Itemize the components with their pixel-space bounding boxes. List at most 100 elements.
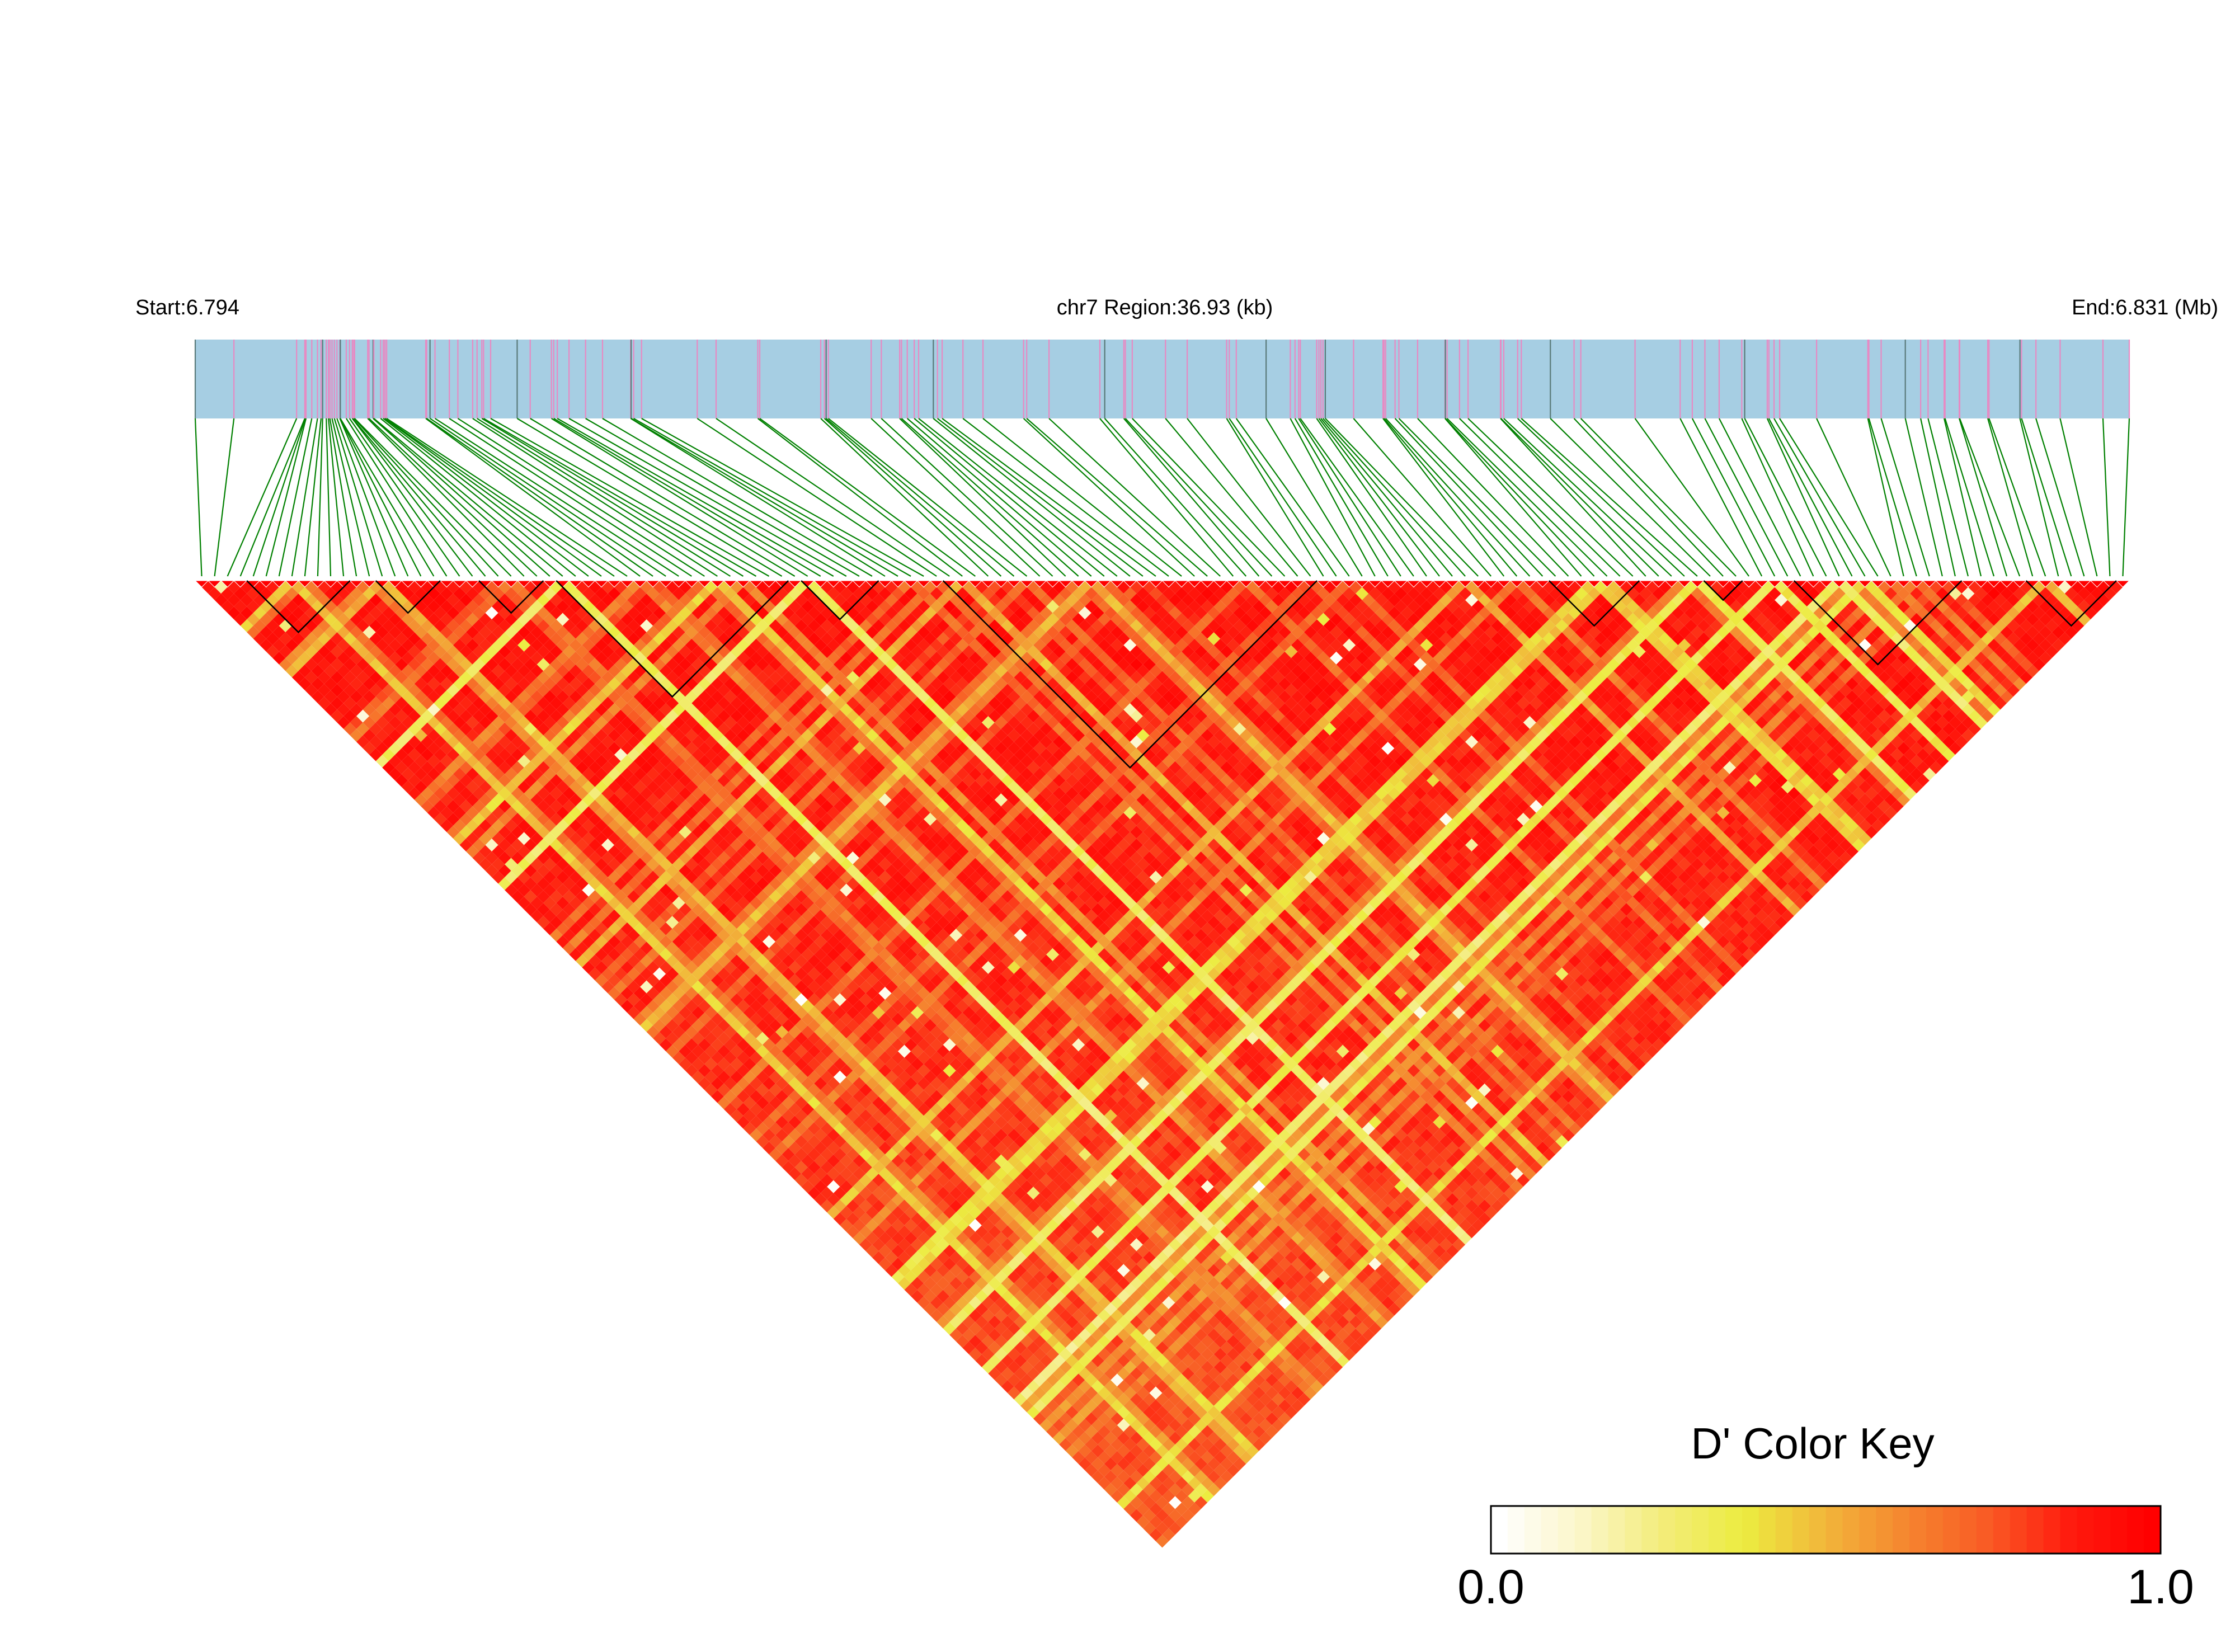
ld-cell: [421, 709, 434, 723]
ld-cell: [711, 600, 724, 613]
ld-cell: [556, 896, 570, 910]
ld-cell: [775, 664, 789, 677]
ld-cell: [614, 632, 628, 646]
ld-cell: [479, 806, 492, 820]
ld-cell: [453, 587, 466, 600]
ld-cell: [691, 735, 705, 749]
ld-cell: [498, 825, 511, 839]
snp-connector: [871, 418, 1041, 577]
snp-connector: [1318, 418, 1440, 577]
snp-connector: [906, 418, 1092, 577]
ld-cell: [763, 651, 776, 665]
ld-cell: [505, 716, 518, 729]
snp-connector: [826, 418, 1015, 577]
ld-cell: [401, 677, 415, 690]
ld-cell: [711, 729, 724, 742]
ld-cell: [556, 613, 570, 626]
ld-cell: [511, 619, 524, 633]
ld-cell: [427, 793, 440, 807]
ld-cell: [543, 755, 557, 768]
ld-cell: [498, 851, 511, 865]
snp-connector: [716, 418, 950, 577]
ld-cell: [788, 625, 802, 639]
ld-cell: [723, 703, 737, 716]
ld-cell: [344, 696, 357, 710]
ld-cell: [459, 735, 473, 749]
ld-cell: [562, 787, 576, 800]
snp-connector: [1444, 418, 1582, 577]
ld-cell: [395, 761, 408, 774]
ld-cell: [427, 703, 440, 716]
snp-connector: [227, 418, 298, 577]
ld-cell: [421, 671, 434, 684]
ld-cell: [530, 845, 544, 858]
ld-cell: [356, 709, 370, 723]
ld-cell: [492, 845, 505, 858]
ld-cell: [421, 787, 434, 800]
ld-cell: [511, 838, 524, 851]
ld-cell: [492, 587, 505, 600]
snp-connector: [1265, 418, 1363, 577]
ld-cell: [395, 645, 408, 658]
ld-cell: [337, 587, 350, 600]
ld-cell: [633, 690, 647, 703]
ld-cell: [549, 645, 563, 658]
ld-cell: [369, 645, 383, 658]
ld-cell: [434, 735, 447, 749]
ld-cell: [569, 716, 582, 729]
ld-cell: [672, 664, 685, 677]
snp-connector: [2035, 418, 2085, 577]
ld-cell: [324, 651, 337, 665]
ld-cell: [427, 613, 440, 626]
ld-cell: [704, 709, 718, 723]
ld-cell: [330, 606, 344, 620]
ld-cell: [601, 696, 615, 710]
ld-cell: [304, 645, 318, 658]
ld-cell: [459, 799, 473, 813]
ld-cell: [620, 780, 634, 794]
ld-cell: [388, 755, 402, 768]
ld-cell: [633, 638, 647, 652]
ld-cell: [620, 716, 634, 729]
ld-cell: [659, 677, 672, 690]
ld-cell: [459, 684, 473, 697]
ld-cell: [588, 761, 601, 774]
ld-cell: [537, 761, 550, 774]
ld-cell: [511, 851, 524, 865]
ld-cell: [350, 613, 363, 626]
ld-cell: [537, 735, 550, 749]
ld-cell: [401, 755, 415, 768]
ld-cell: [569, 768, 582, 781]
ld-cell: [569, 625, 582, 639]
ld-cell: [408, 761, 421, 774]
ld-cell: [530, 755, 544, 768]
ld-cell: [434, 619, 447, 633]
snp-connector: [1779, 418, 1879, 577]
snp-connector: [490, 418, 770, 577]
ld-cell: [350, 664, 363, 677]
ld-cell: [524, 619, 537, 633]
ld-cell: [434, 606, 447, 620]
ld-cell: [414, 755, 427, 768]
snp-connector: [1353, 418, 1492, 577]
ld-cell: [756, 671, 769, 684]
ld-cell: [543, 883, 557, 897]
snp-connector: [1023, 418, 1195, 577]
ld-cell: [465, 793, 479, 807]
ld-cell: [369, 606, 383, 620]
ld-cell: [633, 729, 647, 742]
ld-cell: [479, 703, 492, 716]
ld-cell: [375, 664, 389, 677]
ld-cell: [472, 825, 486, 839]
snp-connector: [824, 418, 1002, 577]
ld-cell: [440, 819, 453, 832]
snp-connector: [214, 418, 235, 577]
ld-cell: [537, 916, 550, 929]
ld-cell: [672, 651, 685, 665]
ld-cell: [537, 825, 550, 839]
ld-cell: [395, 619, 408, 633]
snp-connector: [1384, 418, 1518, 577]
ld-cell: [556, 677, 570, 690]
ld-cell: [562, 645, 576, 658]
snp-connector: [1500, 418, 1659, 577]
